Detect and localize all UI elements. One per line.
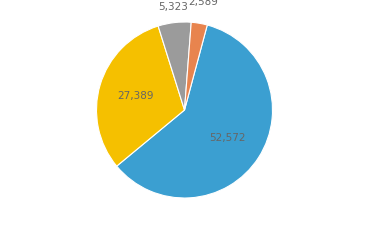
Wedge shape [158, 22, 191, 110]
Wedge shape [97, 26, 184, 166]
Wedge shape [117, 25, 272, 198]
Legend: Journal Article, Thesis or dissertation, Conference Paper, Other types: Journal Article, Thesis or dissertation,… [0, 246, 369, 250]
Wedge shape [184, 22, 207, 110]
Text: 2,589: 2,589 [188, 0, 218, 6]
Text: 5,323: 5,323 [158, 2, 188, 12]
Text: 27,389: 27,389 [117, 90, 154, 101]
Text: 52,572: 52,572 [209, 132, 246, 142]
